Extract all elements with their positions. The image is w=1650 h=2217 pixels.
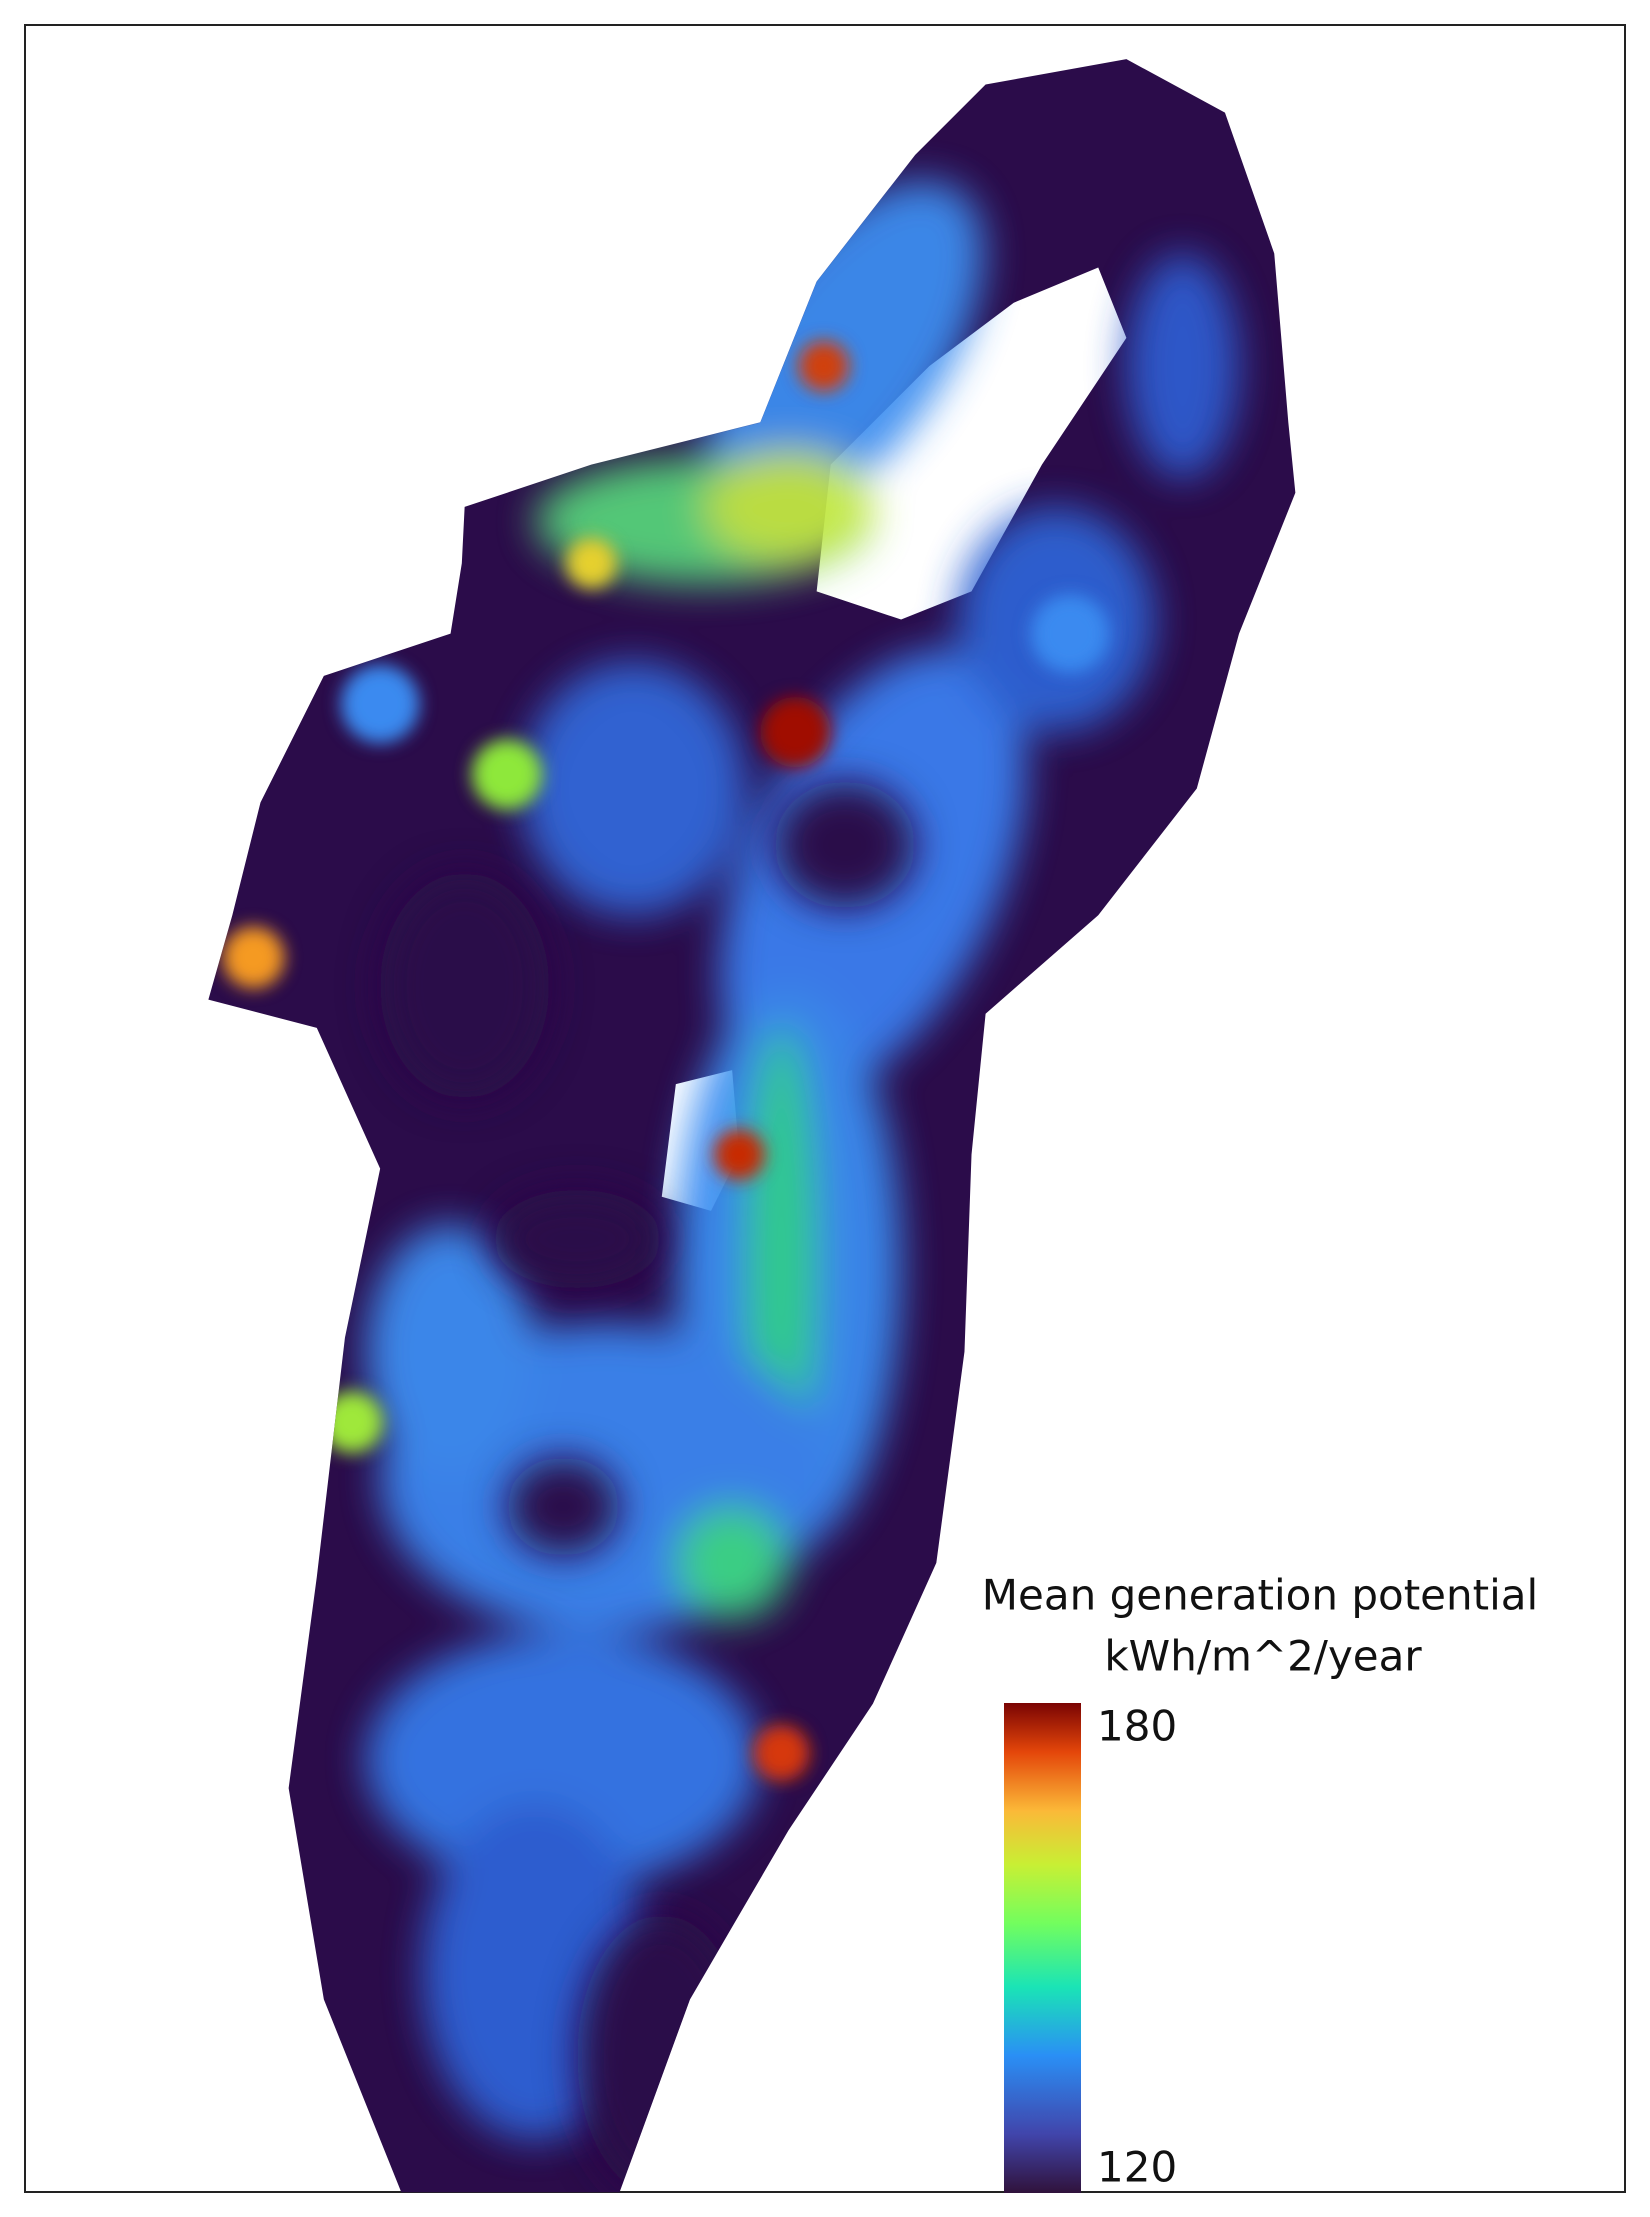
map [208,59,1296,2193]
colorbar-tick-label: 120 [1097,2143,1177,2192]
legend-unit: kWh/m^2/year [1104,1632,1422,1681]
colorbar-tick-label: 180 [1097,1702,1177,1751]
legend-title: Mean generation potential [982,1571,1538,1620]
potential-field [222,180,1240,2193]
colorbar-ticks: 180 120 [1097,1702,1177,2192]
colorbar [1004,1703,1081,2193]
